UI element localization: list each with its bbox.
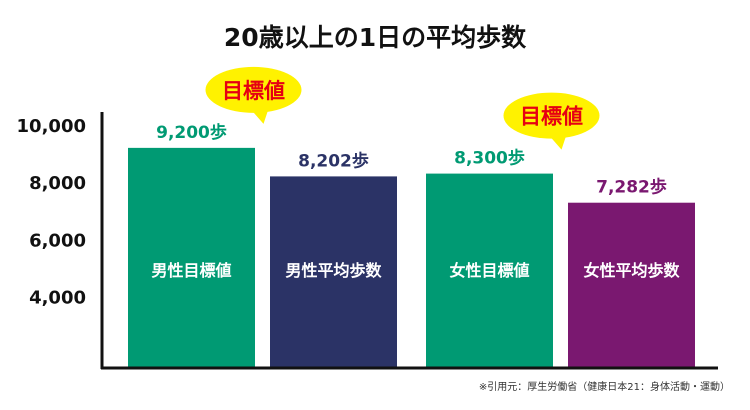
callout-bubble: [205, 66, 302, 113]
bar: [270, 176, 397, 368]
value-label: 9,200歩: [156, 122, 227, 143]
y-tick-label: 8,000: [29, 173, 86, 194]
category-label: 女性平均歩数: [583, 261, 680, 280]
target-callout: 目標値: [503, 92, 600, 150]
category-label: 女性目標値: [449, 261, 529, 280]
y-tick-label: 6,000: [29, 230, 86, 251]
bar: [568, 202, 695, 368]
callout-bubble: [503, 92, 600, 139]
callout-text: 目標値: [222, 79, 285, 103]
y-tick-label: 4,000: [29, 288, 86, 309]
bar: [128, 147, 255, 368]
target-callout: 目標値: [205, 66, 302, 124]
value-label: 7,282歩: [596, 177, 667, 198]
y-tick-label: 10,000: [17, 116, 86, 137]
source-note: ※引用元：厚生労働省（健康日本21：身体活動・運動）: [479, 380, 730, 393]
bar: [426, 173, 553, 368]
category-label: 男性平均歩数: [285, 261, 382, 280]
callout-text: 目標値: [520, 105, 583, 129]
value-label: 8,300歩: [454, 148, 525, 169]
category-label: 男性目標値: [151, 261, 231, 280]
value-label: 8,202歩: [298, 150, 369, 171]
chart-title: 20歳以上の1日の平均歩数: [224, 23, 527, 52]
y-axis: 4,000 6,000 8,000 10,000: [17, 116, 86, 309]
